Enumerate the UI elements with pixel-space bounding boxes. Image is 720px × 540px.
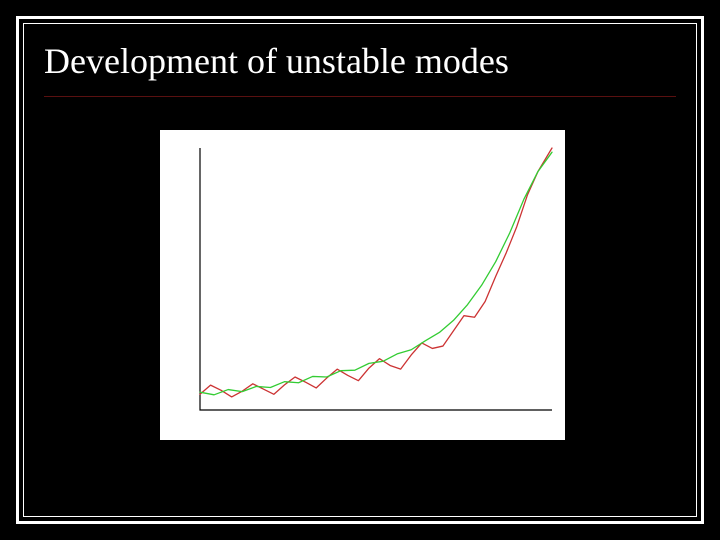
- title-underline: [44, 96, 676, 97]
- unstable-modes-chart: [160, 130, 565, 440]
- slide-title: Development of unstable modes: [44, 40, 676, 92]
- chart-svg: [160, 130, 565, 440]
